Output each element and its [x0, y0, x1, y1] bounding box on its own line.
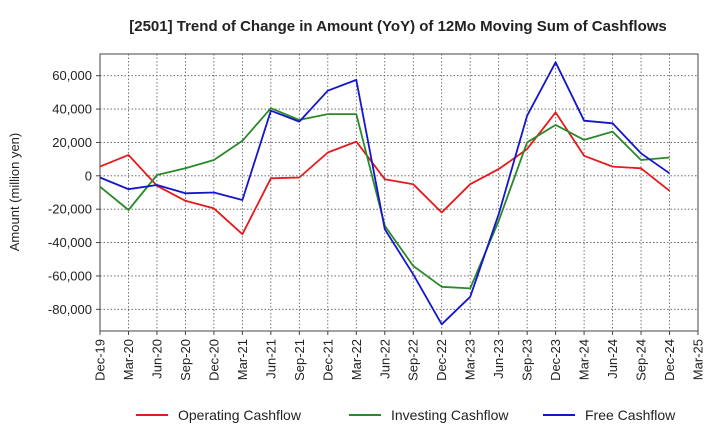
- x-tick-label: Jun-24: [605, 339, 620, 379]
- x-tick-label: Mar-20: [121, 339, 136, 380]
- legend-label-investing-cashflow: Investing Cashflow: [391, 407, 509, 423]
- x-tick-label: Jun-20: [149, 339, 164, 379]
- x-tick-label: Sep-20: [178, 339, 193, 381]
- x-tick-label: Mar-25: [691, 339, 706, 380]
- plot-frame: [99, 53, 699, 332]
- y-tick-labels: -80,000 -60,000 -40,000 -20,000 0 20,000 40,00…: [48, 68, 92, 317]
- x-tick-label: Sep-23: [520, 339, 535, 381]
- y-tick-label: -40,000: [48, 235, 92, 250]
- y-tick-label: 20,000: [52, 135, 92, 150]
- legend: Operating Cashflow Investing Cashflow Free…: [136, 407, 676, 423]
- y-tick-label: 60,000: [52, 68, 92, 83]
- x-tick-label: Jun-22: [377, 339, 392, 379]
- grid-layer: [96, 54, 699, 335]
- series-line-operating-cashflow: [99, 111, 671, 236]
- chart-title: [2501] Trend of Change in Amount (YoY) o…: [129, 18, 667, 35]
- y-tick-label: -80,000: [48, 302, 92, 317]
- x-tick-label: Sep-21: [292, 339, 307, 381]
- y-axis-label: Amount (million yen): [7, 133, 22, 252]
- x-tick-label: Dec-20: [206, 339, 221, 381]
- x-tick-label: Mar-21: [235, 339, 250, 380]
- y-tick-label: -20,000: [48, 202, 92, 217]
- series-line-free-cashflow: [99, 61, 671, 326]
- x-tick-label: Dec-22: [434, 339, 449, 381]
- y-tick-label: 0: [85, 168, 92, 183]
- x-tick-label: Mar-24: [577, 339, 592, 380]
- x-tick-label: Dec-21: [320, 339, 335, 381]
- x-tick-label: Mar-22: [349, 339, 364, 380]
- y-tick-label: 40,000: [52, 102, 92, 117]
- x-tick-label: Sep-24: [634, 339, 649, 381]
- x-tick-label: Jun-23: [491, 339, 506, 379]
- legend-label-free-cashflow: Free Cashflow: [585, 407, 676, 423]
- y-tick-label: -60,000: [48, 268, 92, 283]
- x-tick-label: Jun-21: [263, 339, 278, 379]
- x-tick-label: Sep-22: [406, 339, 421, 381]
- x-tick-labels: Dec-19 Mar-20 Jun-20 Sep-20 Dec-20 Mar-21 Jun-…: [93, 339, 706, 381]
- x-tick-label: Dec-23: [548, 339, 563, 381]
- x-tick-label: Dec-19: [93, 339, 108, 381]
- x-tick-label: Mar-23: [463, 339, 478, 380]
- x-tick-label: Dec-24: [662, 339, 677, 381]
- series-layer: [99, 61, 671, 326]
- legend-label-operating-cashflow: Operating Cashflow: [178, 407, 302, 423]
